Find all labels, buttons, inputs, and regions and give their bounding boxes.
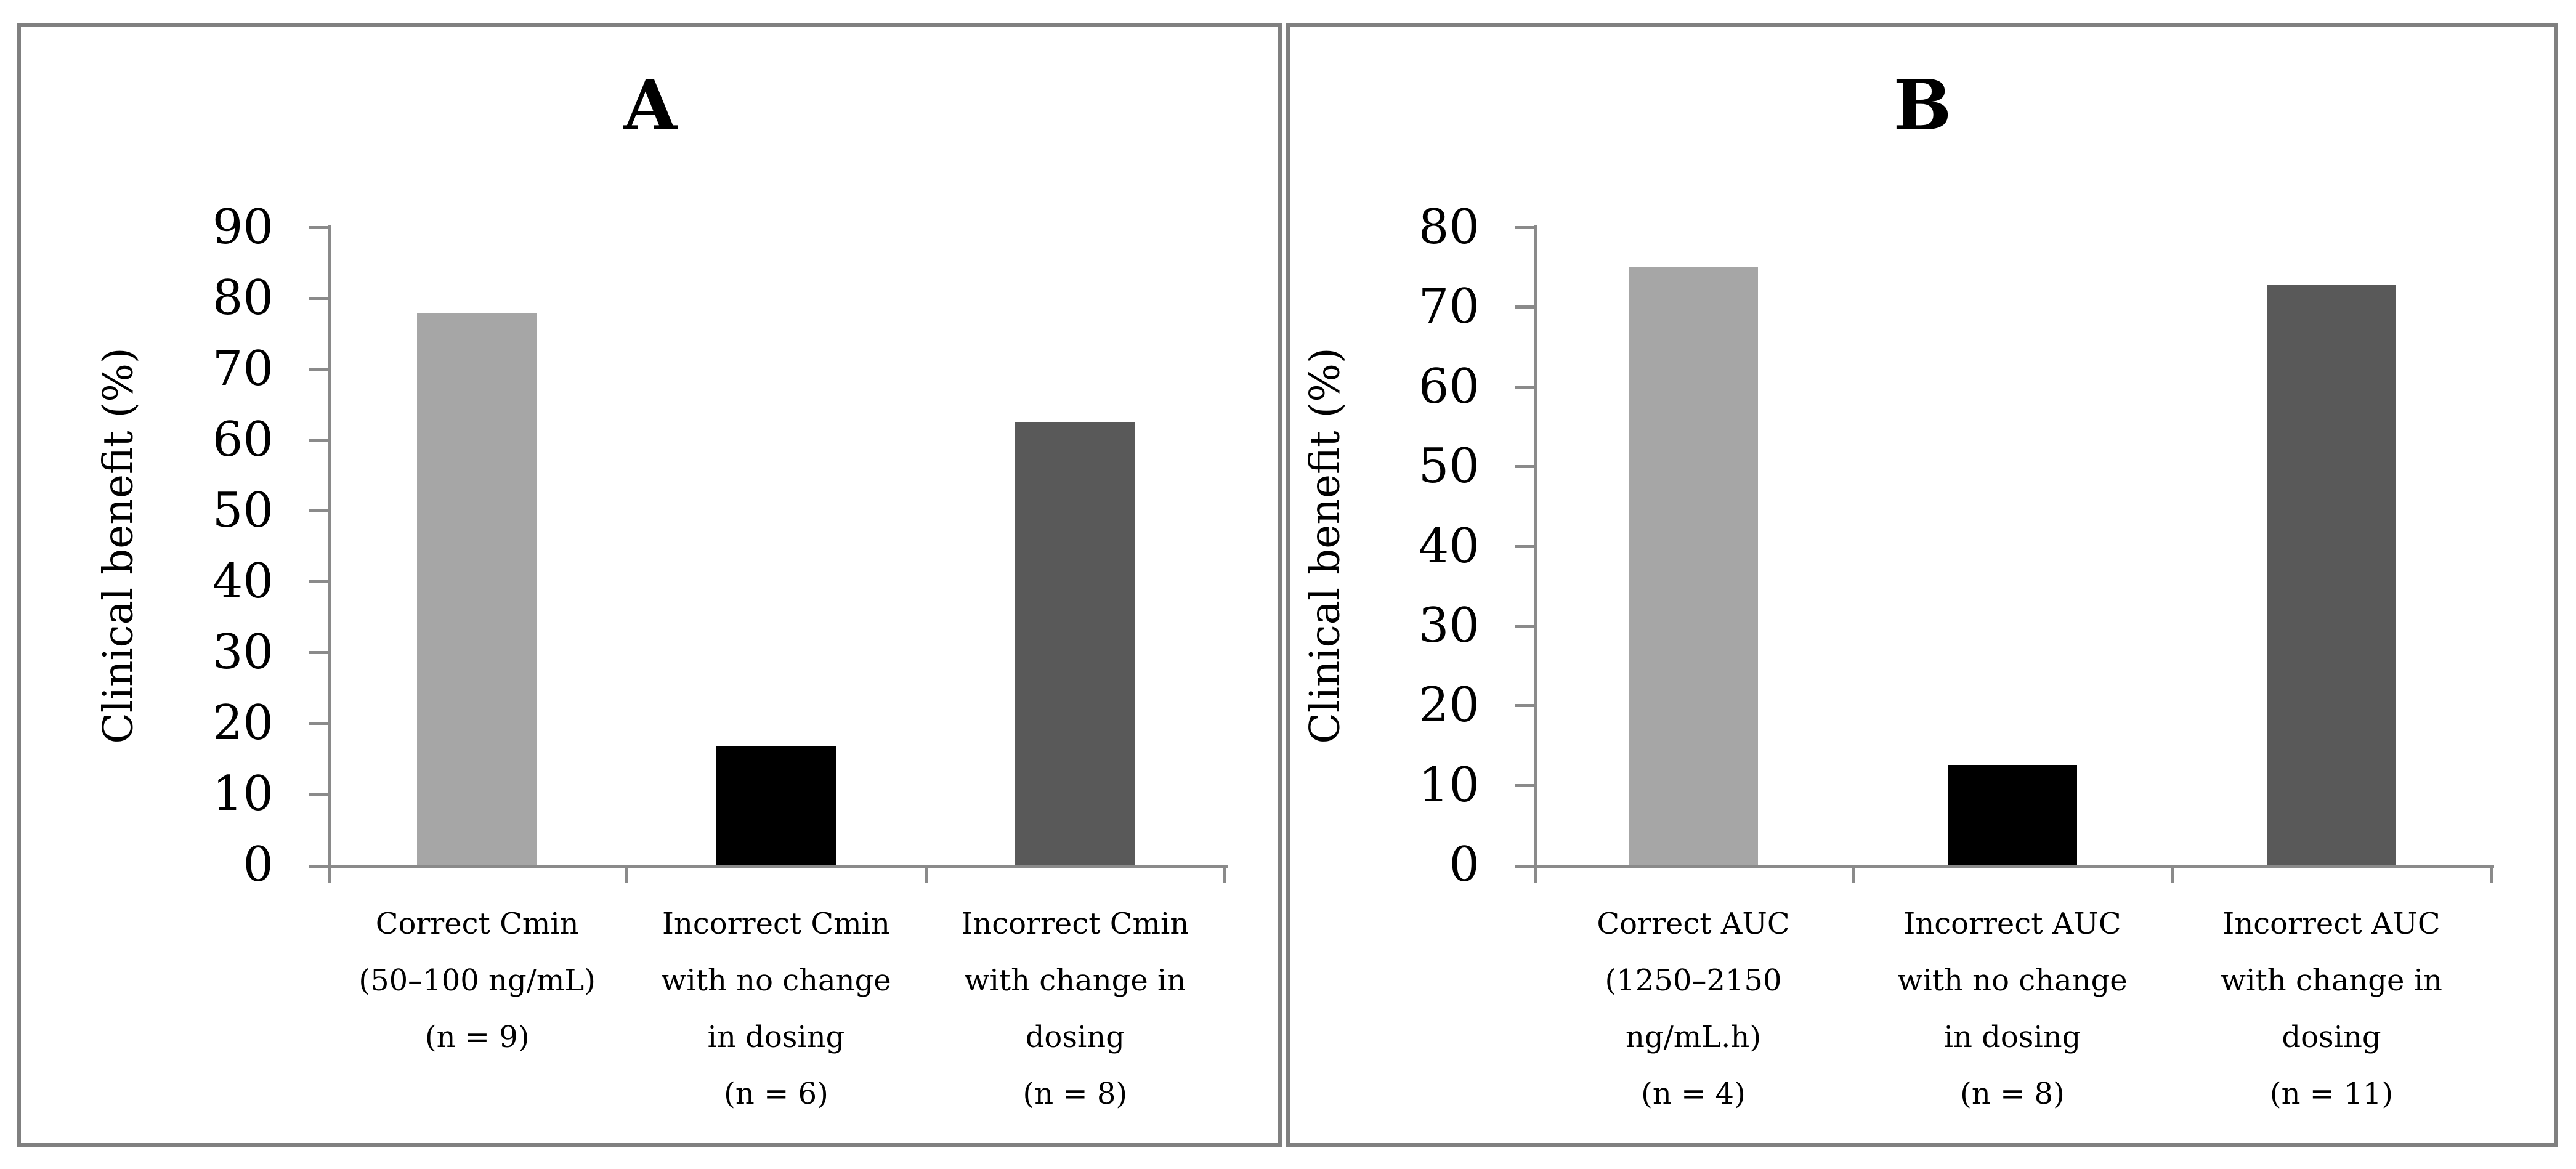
bar	[1948, 765, 2077, 865]
x-tick-label-line: with no change	[1897, 963, 2128, 998]
y-tick-label: 80	[212, 270, 273, 326]
x-tick-label: Incorrect Cmin with change in dosing (n = 8…	[926, 896, 1225, 1122]
x-tick-label-line: with change in	[964, 963, 1186, 998]
x-tick-label-line: Correct Cmin	[375, 907, 579, 941]
y-tick	[1515, 783, 1534, 787]
x-tick-label: Incorrect AUC with no change in dosing (n =…	[1853, 896, 2172, 1122]
y-tick	[309, 651, 328, 654]
x-tick-label-line: dosing	[1025, 1020, 1125, 1054]
x-tick-label-line: Incorrect AUC	[2222, 907, 2440, 941]
y-axis-line	[1534, 225, 1537, 883]
y-tick-label: 40	[1418, 518, 1480, 574]
x-axis-line	[1515, 865, 2494, 868]
bar	[2267, 285, 2396, 865]
bar	[417, 313, 538, 865]
category-boundary-tick	[625, 865, 629, 883]
y-tick	[309, 509, 328, 512]
category-boundary-tick	[1223, 865, 1226, 883]
y-tick-label: 10	[1418, 757, 1480, 813]
panel-a-title: A	[623, 65, 677, 146]
y-tick	[309, 439, 328, 442]
y-tick	[1515, 226, 1534, 229]
category-boundary-tick	[924, 865, 928, 883]
y-tick	[309, 297, 328, 300]
y-axis-line	[328, 225, 331, 883]
category-boundary-tick	[1852, 865, 1855, 883]
x-axis-line	[309, 865, 1228, 868]
y-tick-label: 90	[212, 200, 273, 255]
y-tick	[309, 722, 328, 725]
y-tick-label: 70	[1418, 279, 1480, 335]
y-tick-label: 50	[212, 483, 273, 538]
x-tick-label: Correct AUC (1250–2150 ng/mL.h) (n = 4)	[1534, 896, 1853, 1122]
y-tick	[1515, 544, 1534, 548]
y-tick	[1515, 465, 1534, 469]
x-tick-label-line: (n = 4)	[1641, 1077, 1746, 1111]
x-tick-label-line: Incorrect AUC	[1903, 907, 2121, 941]
y-tick-label: 0	[1449, 837, 1480, 892]
x-tick-label-line: (n = 9)	[424, 1020, 530, 1054]
y-tick	[1515, 704, 1534, 708]
y-tick-label: 10	[212, 766, 273, 822]
y-tick-label: 60	[212, 412, 273, 467]
y-tick-label: 20	[1418, 678, 1480, 734]
x-tick-label-line: (n = 8)	[1023, 1077, 1128, 1111]
x-tick-label: Correct Cmin (50–100 ng/mL) (n = 9)	[328, 896, 626, 1066]
y-tick-label: 70	[212, 341, 273, 397]
y-tick-label: 20	[212, 695, 273, 751]
x-tick-label-line: (n = 11)	[2269, 1077, 2394, 1111]
y-tick-label: 50	[1418, 439, 1480, 495]
x-tick-label: Incorrect AUC with change in dosing (n = 11…	[2172, 896, 2491, 1122]
x-tick-label-line: with no change	[661, 963, 891, 998]
x-tick-label-line: ng/mL.h)	[1625, 1020, 1762, 1054]
y-tick-label: 80	[1418, 200, 1480, 255]
y-tick	[1515, 624, 1534, 628]
y-tick-label: 40	[212, 554, 273, 609]
x-tick-label-line: (1250–2150	[1605, 963, 1782, 998]
category-boundary-tick	[2490, 865, 2493, 883]
panel-b-title: B	[1893, 65, 1952, 146]
y-tick	[1515, 385, 1534, 389]
x-tick-label-line: (n = 6)	[724, 1077, 828, 1111]
y-tick	[1515, 305, 1534, 309]
bar	[716, 746, 836, 865]
x-tick-label-line: dosing	[2282, 1020, 2381, 1054]
y-tick-label: 30	[212, 625, 273, 680]
x-tick-label-line: (n = 8)	[1960, 1077, 2065, 1111]
x-tick-label-line: (50–100 ng/mL)	[358, 963, 596, 998]
x-tick-label: Incorrect Cmin with no change in dosing (n …	[626, 896, 925, 1122]
y-tick	[309, 793, 328, 796]
x-tick-label-line: Incorrect Cmin	[961, 907, 1189, 941]
x-tick-label-line: in dosing	[707, 1020, 845, 1054]
y-tick-label: 0	[243, 837, 273, 892]
x-tick-label-line: in dosing	[1943, 1020, 2081, 1054]
y-tick-label: 30	[1418, 597, 1480, 653]
bar	[1629, 267, 1758, 865]
y-tick	[309, 368, 328, 371]
y-tick	[309, 226, 328, 229]
category-boundary-tick	[2171, 865, 2174, 883]
x-tick-label-line: Correct AUC	[1597, 907, 1790, 941]
y-tick	[309, 580, 328, 583]
y-tick-label: 60	[1418, 358, 1480, 415]
bar	[1015, 422, 1135, 865]
x-tick-label-line: with change in	[2221, 963, 2442, 998]
x-tick-label-line: Incorrect Cmin	[662, 907, 890, 941]
